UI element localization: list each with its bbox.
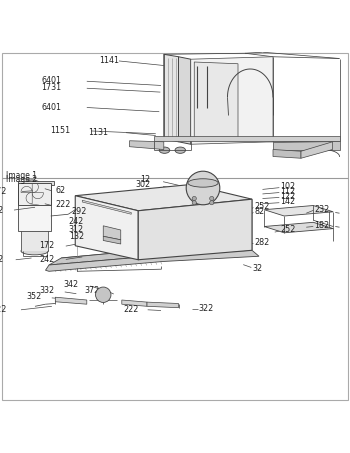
Text: 122: 122 (280, 192, 295, 201)
Polygon shape (97, 291, 109, 298)
Circle shape (201, 202, 205, 207)
Ellipse shape (197, 63, 206, 68)
Polygon shape (264, 206, 333, 216)
Text: 172: 172 (39, 241, 54, 250)
Text: 222: 222 (123, 304, 138, 313)
Text: 1131: 1131 (89, 128, 108, 137)
Text: 282: 282 (254, 238, 270, 247)
Text: 222: 222 (0, 305, 7, 314)
Bar (166, 100, 173, 105)
Ellipse shape (159, 147, 170, 154)
Text: 372: 372 (84, 286, 100, 295)
Text: 132: 132 (69, 232, 84, 241)
Circle shape (210, 201, 214, 205)
Text: 112: 112 (280, 187, 295, 196)
Polygon shape (61, 247, 252, 260)
Polygon shape (26, 193, 32, 204)
Circle shape (192, 201, 196, 205)
Ellipse shape (21, 227, 48, 235)
Ellipse shape (188, 179, 218, 187)
Text: 1151: 1151 (50, 126, 70, 135)
Ellipse shape (21, 247, 48, 255)
Polygon shape (32, 193, 43, 199)
Text: 302: 302 (135, 180, 150, 189)
Text: 182: 182 (314, 221, 329, 230)
Text: 6401: 6401 (41, 103, 61, 112)
Polygon shape (18, 205, 51, 231)
Polygon shape (18, 181, 54, 185)
Polygon shape (55, 297, 87, 304)
Text: 1731: 1731 (41, 83, 61, 92)
Ellipse shape (175, 147, 186, 154)
Text: 222: 222 (55, 200, 71, 209)
Bar (166, 91, 173, 96)
Polygon shape (264, 222, 333, 233)
Polygon shape (103, 226, 121, 240)
Text: 242: 242 (69, 217, 84, 226)
Circle shape (29, 190, 35, 195)
Polygon shape (18, 183, 51, 205)
Text: 32: 32 (252, 264, 262, 273)
Polygon shape (164, 54, 178, 142)
Text: 272: 272 (0, 187, 7, 196)
Polygon shape (154, 135, 340, 141)
Polygon shape (82, 200, 131, 214)
Polygon shape (138, 199, 252, 260)
Text: 342: 342 (64, 280, 79, 289)
Text: Image 1: Image 1 (6, 171, 37, 180)
Polygon shape (21, 187, 32, 193)
Bar (166, 72, 173, 77)
Ellipse shape (197, 105, 206, 110)
Polygon shape (49, 247, 175, 265)
Bar (166, 81, 173, 86)
Circle shape (192, 197, 196, 201)
Text: 62: 62 (55, 186, 65, 195)
Polygon shape (194, 62, 238, 139)
Polygon shape (75, 196, 138, 260)
Text: 1141: 1141 (99, 56, 119, 65)
Text: 102: 102 (280, 182, 295, 191)
Polygon shape (75, 184, 252, 211)
Text: 232: 232 (314, 205, 329, 214)
Text: 142: 142 (280, 197, 295, 206)
Circle shape (210, 197, 214, 201)
Polygon shape (273, 141, 340, 149)
Polygon shape (273, 149, 301, 158)
Text: 292: 292 (71, 207, 87, 216)
Text: 12: 12 (140, 175, 150, 184)
Polygon shape (46, 251, 259, 271)
Polygon shape (178, 57, 191, 144)
Text: 242: 242 (39, 255, 54, 264)
Text: 22: 22 (0, 206, 4, 215)
Text: 332: 332 (39, 286, 54, 295)
Text: 6401: 6401 (41, 77, 61, 86)
Text: 252: 252 (254, 202, 270, 212)
Polygon shape (103, 236, 121, 244)
Text: 352: 352 (26, 292, 41, 301)
Text: 322: 322 (199, 304, 214, 313)
Polygon shape (122, 300, 147, 306)
Polygon shape (191, 57, 273, 144)
Circle shape (213, 200, 218, 204)
Polygon shape (32, 181, 38, 193)
Circle shape (96, 287, 111, 303)
Polygon shape (21, 231, 48, 251)
Polygon shape (130, 141, 164, 149)
Text: 152: 152 (0, 255, 4, 264)
Text: 252: 252 (280, 226, 295, 235)
Circle shape (188, 193, 193, 198)
Polygon shape (147, 302, 178, 308)
Text: 82: 82 (254, 207, 264, 216)
Text: 312: 312 (69, 225, 84, 234)
Polygon shape (301, 142, 332, 158)
Circle shape (186, 171, 220, 205)
Text: Image 2: Image 2 (6, 175, 37, 184)
